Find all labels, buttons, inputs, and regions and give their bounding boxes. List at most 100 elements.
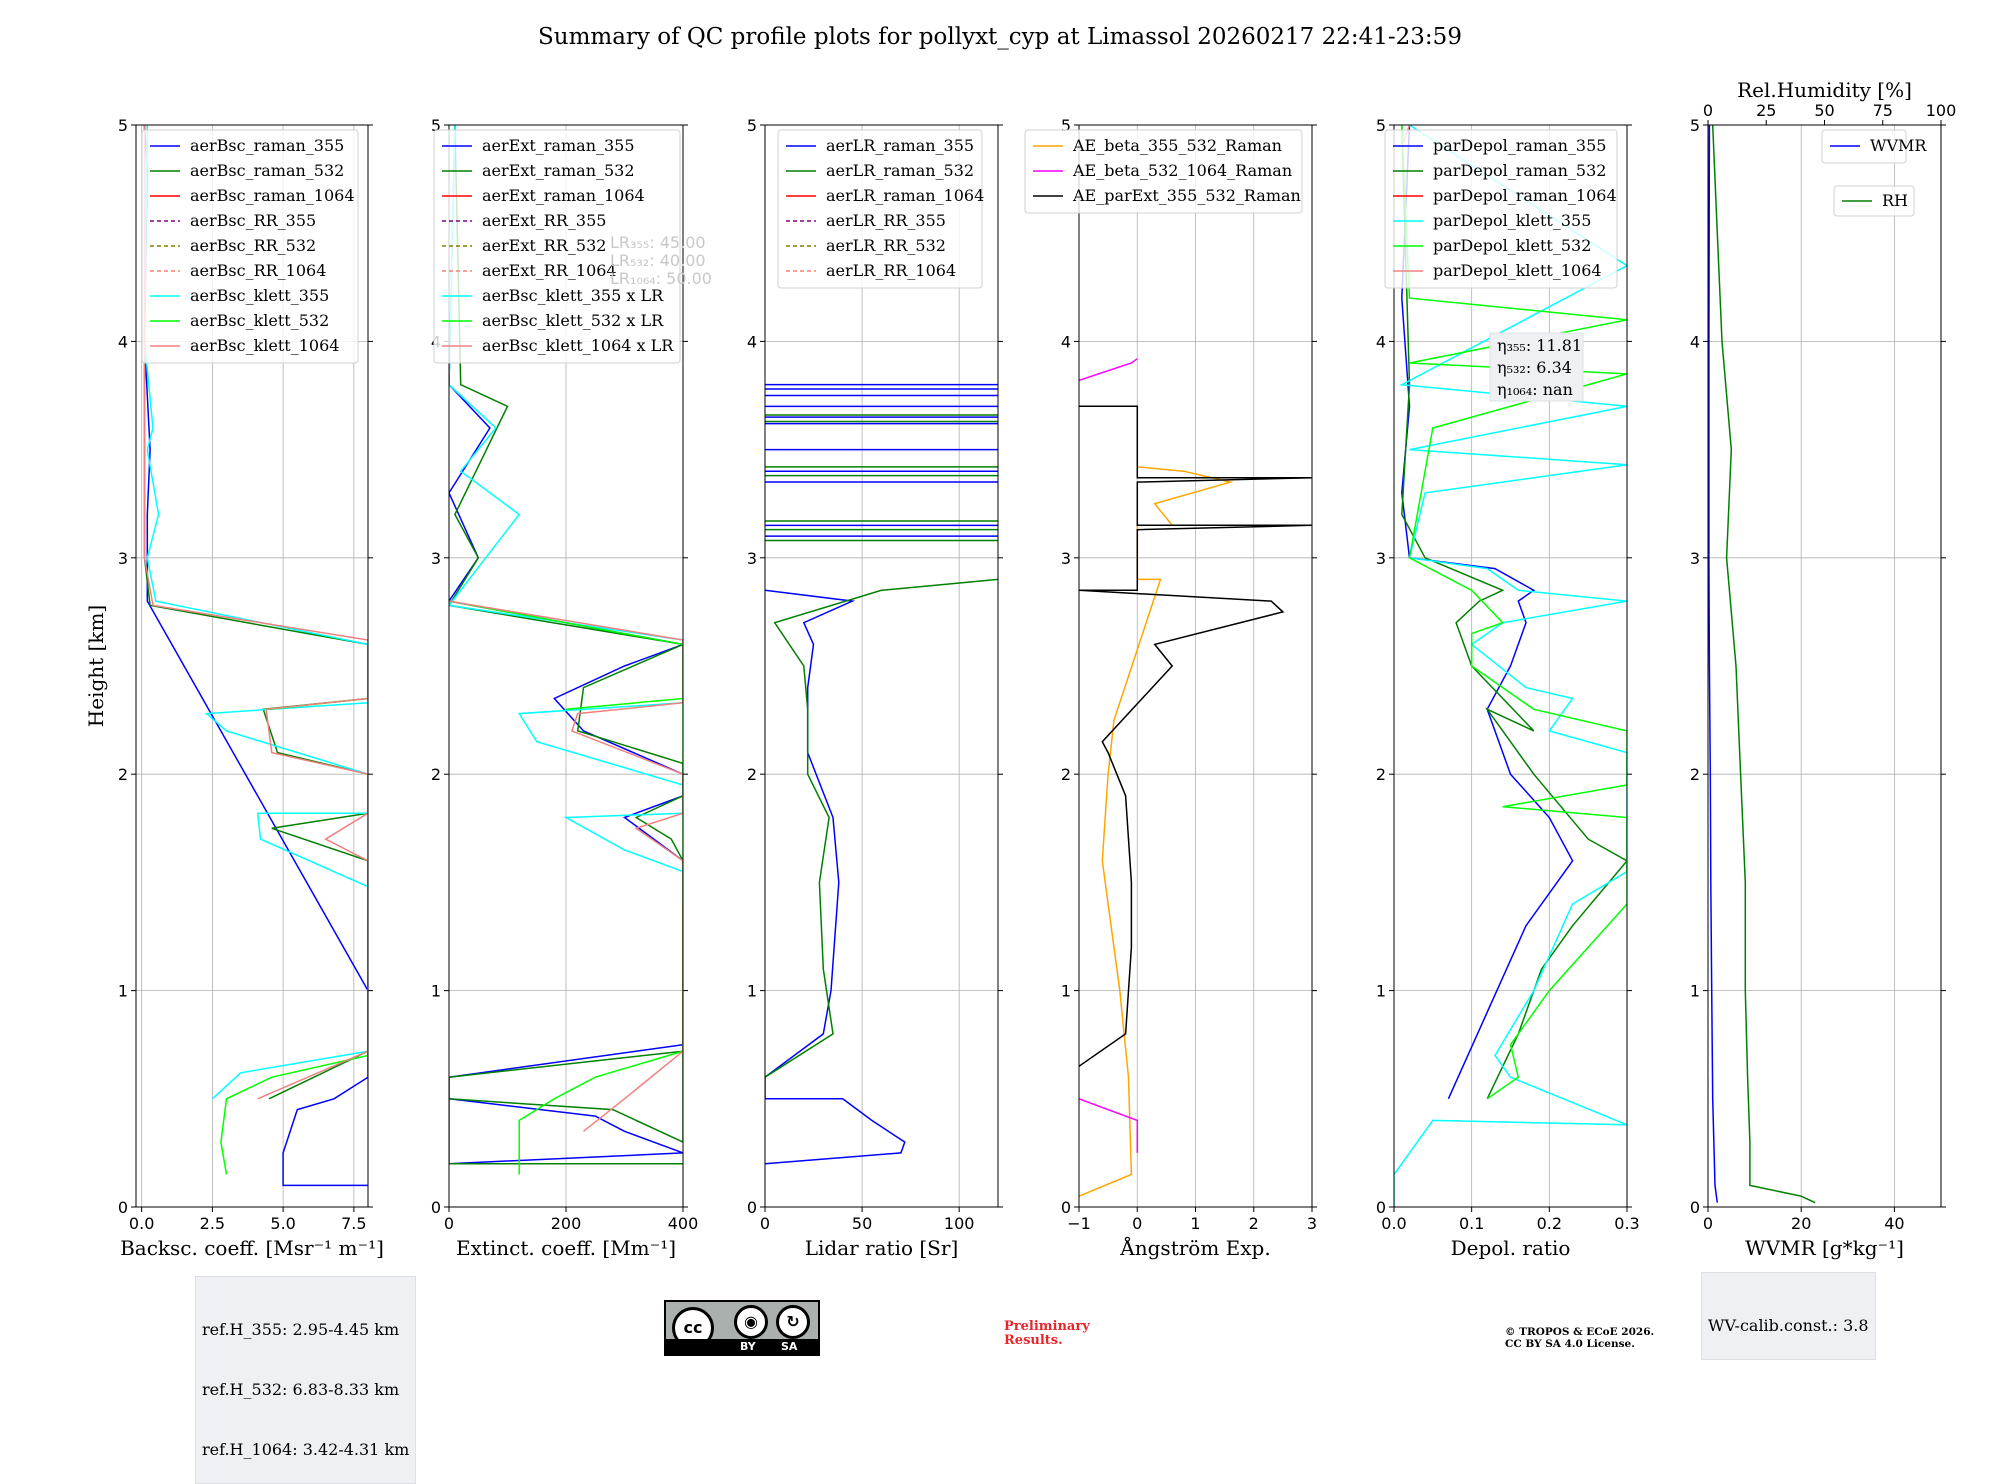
eta-value: η₃₅₅: 11.81 [1497,336,1582,355]
series-aerExt_raman_355 [449,125,683,1165]
figure: Summary of QC profile plots for pollyxt_… [84,24,1956,1260]
legend-entry: parDepol_raman_1064 [1433,186,1617,205]
legend: AE_beta_355_532_Raman AE_beta_532_1064_Ra… [1024,129,1303,214]
x2-tick-label: 25 [1756,101,1776,120]
legend-entry: parDepol_raman_355 [1433,136,1606,155]
y-tick-label: 5 [1690,116,1700,135]
y-tick-label: 0 [118,1198,128,1217]
series-aerBsc_klett_532 x LR [449,600,683,1175]
legend-entry: aerBsc_RR_1064 [190,261,326,280]
x2-tick-label: 50 [1814,101,1834,120]
y-tick-label: 1 [118,982,128,1001]
attribution-icon: ◉ [734,1305,768,1339]
y-tick-label: 3 [118,549,128,568]
x-tick-label: 100 [944,1214,975,1233]
axes-frame [1393,124,1628,1208]
x-tick-label: 0.2 [1537,1214,1562,1233]
legend-entry: parDepol_klett_532 [1433,236,1591,255]
series-aerBsc_klett_1064 x LR [449,600,683,1132]
copyright-line2: CC BY SA 4.0 License. [1505,1338,1635,1350]
wv-calib-const: WV-calib.const.: 3.8 [1708,1316,1869,1335]
series-AE_beta_532_1064_Raman [1079,1098,1139,1153]
x-tick-label: 3 [1307,1214,1317,1233]
panel-1: 0.0 2.5 5.0 7.5 0 1 2 3 4 5 Backsc. coeff. [Msr⁻¹ … [84,116,384,1260]
series-group [765,383,998,1165]
legend-entry: parDepol_raman_532 [1433,161,1606,180]
eta-value: η₅₃₂: 6.34 [1497,358,1572,377]
legend-box [777,129,983,289]
legend-entry: parDepol_klett_355 [1433,211,1591,230]
series-aerBsc_klett_355 x LR [449,125,683,904]
y-tick-label: 1 [1690,982,1700,1001]
series-aerBsc_klett_1064 [143,125,368,1100]
y-tick-label: 2 [118,765,128,784]
y-tick-label: 4 [118,332,128,351]
legend-entry: AE_beta_532_1064_Raman [1072,161,1292,180]
series-group [1394,125,1627,1207]
series-aerLR_raman_532 [765,578,998,1078]
y-tick-label: 2 [1376,765,1386,784]
legend-entry: aerExt_RR_355 [482,211,606,230]
legend-entry: aerExt_raman_355 [482,136,635,155]
preliminary-line2: Results. [1004,1333,1063,1348]
y-tick-label: 2 [431,765,441,784]
legend: aerBsc_raman_355 aerBsc_raman_532 aerBsc_r… [141,129,359,364]
series-AE_parExt_355_532_Raman [1079,405,1312,1067]
share-alike-icon: ↻ [776,1305,810,1339]
eta-value: η₁₀₆₄: nan [1497,380,1573,399]
y-tick-label: 5 [118,116,128,135]
legend: WVMR [1821,129,1927,164]
legend-entry: aerExt_raman_532 [482,161,635,180]
y-tick-label: 5 [747,116,757,135]
cc-label-bar: BY SA [666,1339,818,1354]
x-tick-label: −1 [1067,1214,1091,1233]
legend-entry: aerBsc_RR_532 [190,236,316,255]
series-group [143,125,368,1187]
x-tick-label: 0 [1703,1214,1713,1233]
axes-frame [1707,124,1942,1208]
x-tick-label: 5.0 [270,1214,295,1233]
legend-entry: aerBsc_raman_1064 [190,186,355,205]
legend-entry: aerBsc_raman_532 [190,161,344,180]
y-tick-label: 4 [1376,332,1386,351]
series-AE_beta_355_532_Raman [1079,466,1234,1197]
legend: parDepol_raman_355 parDepol_raman_532 parD… [1384,129,1618,289]
legend-entry: aerLR_raman_532 [826,161,974,180]
series-parDepol_klett_532 [1401,125,1627,1100]
cc-sa-label: SA [781,1340,798,1353]
series-aerExt_raman_532 [449,125,683,1165]
legend-entry: AE_beta_355_532_Raman [1072,136,1282,155]
x2-tick-label: 100 [1926,101,1957,120]
legend-entry: aerBsc_klett_1064 [190,336,339,355]
eta-box-bg [1489,332,1584,402]
legend-entry: aerBsc_klett_532 [190,311,329,330]
legend-entry: WVMR [1870,136,1927,155]
legend-entry: aerBsc_klett_1064 x LR [482,336,674,355]
series-group [1079,358,1312,1197]
y-tick-label: 3 [1061,549,1071,568]
axes-frame [764,124,999,1208]
panel-6: 0 20 40 0 1 2 3 4 5 WVMR [g*kg⁻¹] 0 25 50 75 100 Rel.Hu… [1690,78,1956,1260]
x-axis-label: Lidar ratio [Sr] [805,1236,959,1260]
y-tick-label: 5 [431,116,441,135]
panel-2: 0200400012345Extinct. coeff. [Mm⁻¹]aerEx… [431,116,712,1260]
legend-entry: aerBsc_klett_532 x LR [482,311,664,330]
series-aerLR_raman_355 [765,589,906,1165]
series-RH [1711,125,1816,1204]
wv-calib-box: WV-calib.const.: 3.8 [1701,1272,1876,1360]
cc-by-label: BY [740,1340,756,1353]
lr-annotation: LR₁₀₆₄: 50.00 [610,269,712,288]
series-aerBsc_klett_355 [143,125,368,1100]
legend-box [433,129,681,364]
y-tick-label: 4 [1061,332,1071,351]
y-tick-label: 4 [1690,332,1700,351]
legend: aerLR_raman_355 aerLR_raman_532 aerLR_rama… [777,129,984,289]
cc-license-badge: cc ◉ ↻ BY SA [664,1300,820,1356]
x2-tick-label: 75 [1873,101,1893,120]
legend-entry: aerExt_RR_532 [482,236,606,255]
x-tick-label: 7.5 [341,1214,366,1233]
legend-box [1384,129,1618,289]
y-tick-label: 3 [431,549,441,568]
reference-height-box: ref.H_355: 2.95-4.45 km ref.H_532: 6.83-… [195,1276,417,1484]
x-axis-label: WVMR [g*kg⁻¹] [1745,1236,1904,1260]
